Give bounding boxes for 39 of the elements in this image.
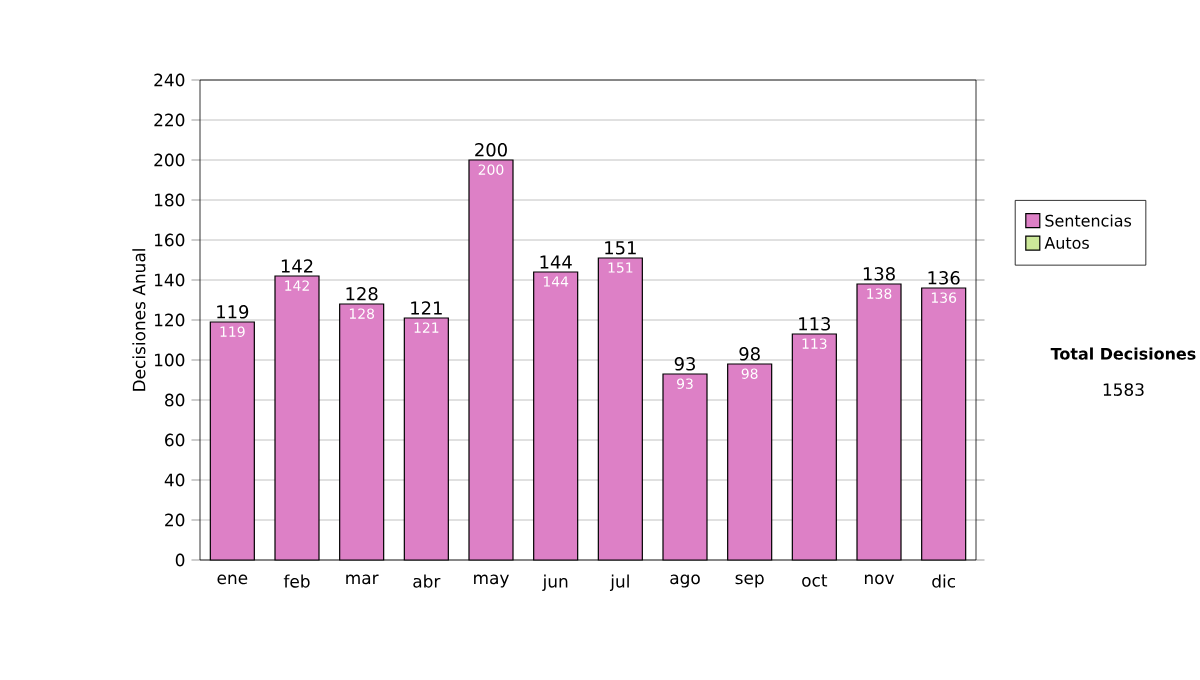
y-tick-label: 80 (165, 393, 185, 407)
total-label: 136 (928, 271, 960, 285)
y-tick-label: 60 (165, 433, 185, 447)
y-tick-label: 40 (164, 473, 185, 487)
y-tick-label: 120 (155, 313, 185, 327)
y-tick-label: 0 (175, 553, 185, 567)
x-tick-label: nov (864, 574, 895, 585)
x-tick-label: ene (217, 574, 248, 585)
y-axis-title: Decisiones Anual (132, 249, 146, 391)
y-tick-label: 200 (154, 153, 185, 167)
x-tick-label: dic (932, 574, 955, 588)
x-tick-label: may (474, 574, 509, 588)
total-label: 98 (739, 347, 760, 361)
y-tick-label: 140 (155, 273, 185, 287)
x-tick-label: jun (542, 574, 568, 591)
x-tick-label: feb (283, 574, 310, 588)
y-tick-label: 20 (165, 513, 185, 527)
x-tick-label: mar (346, 574, 379, 585)
x-tick-label: ago (670, 574, 700, 588)
text: 1583 (1103, 383, 1144, 397)
x-tick-label: sep (735, 574, 764, 588)
total-label: 119 (217, 305, 249, 319)
total-label: 138 (863, 267, 895, 281)
total-label: 128 (346, 287, 378, 301)
total-label: 144 (540, 255, 572, 269)
total-label: 121 (411, 301, 442, 315)
y-tick-label: 220 (154, 113, 185, 127)
y-tick-label: 240 (154, 73, 185, 87)
total-label: 113 (799, 317, 830, 331)
x-tick-label: jul (609, 574, 629, 591)
x-tick-label: oct (802, 574, 828, 587)
y-tick-label: 180 (155, 193, 185, 207)
total-label: 93 (674, 357, 695, 371)
total-label: 200 (475, 143, 507, 157)
y-tick-label: 160 (155, 233, 185, 247)
y-tick-label: 100 (155, 353, 185, 367)
x-tick-label: abr (413, 574, 441, 588)
total-label: 142 (281, 259, 313, 273)
total-label: 151 (605, 241, 636, 255)
